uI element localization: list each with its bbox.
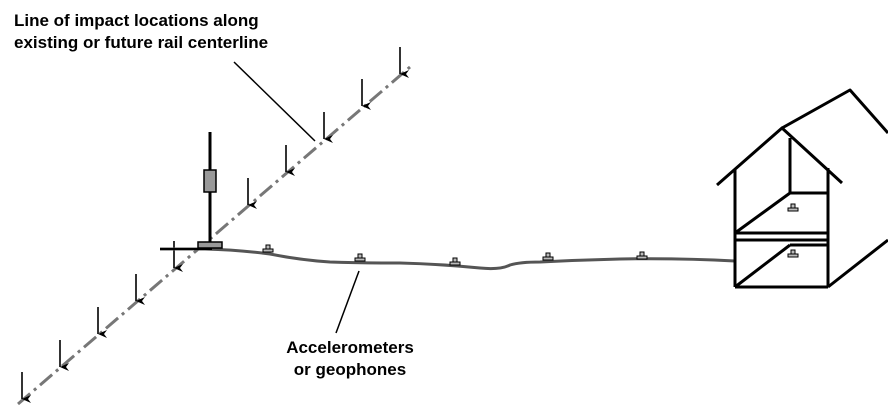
device-base-plate: [197, 241, 223, 249]
impact-arrows: [21, 47, 409, 403]
sensors-label-leader: [335, 270, 360, 334]
rail-centerline: [17, 65, 411, 406]
house-ridge: [781, 88, 888, 134]
sensor-icon: [262, 244, 274, 253]
house-side-wall: [827, 238, 888, 289]
sensor-icon: [449, 257, 461, 266]
sensor-icon: [787, 203, 799, 212]
device-weight: [203, 169, 217, 193]
impact-line-label-line-1: Line of impact locations along: [14, 11, 259, 30]
impact-line-label: Line of impact locations along existing …: [14, 10, 334, 54]
sensor-icon: [542, 252, 554, 261]
house: [716, 88, 888, 289]
house-sensors: [787, 203, 799, 258]
impact-label-leader: [233, 61, 316, 142]
ground-cable: [160, 247, 736, 271]
impact-device: [197, 132, 223, 249]
sensors-label: Accelerometers or geophones: [260, 337, 440, 381]
sensors-label-line-1: Accelerometers: [286, 338, 414, 357]
sensors: [262, 244, 648, 266]
sensors-label-line-2: or geophones: [293, 360, 407, 379]
sensor-icon: [636, 251, 648, 260]
house-floor-left: [734, 191, 791, 235]
sensor-icon: [787, 249, 799, 258]
impact-line-label-line-2: existing or future rail centerline: [14, 33, 269, 52]
house-basement-left: [734, 243, 791, 289]
sensor-icon: [354, 253, 366, 262]
